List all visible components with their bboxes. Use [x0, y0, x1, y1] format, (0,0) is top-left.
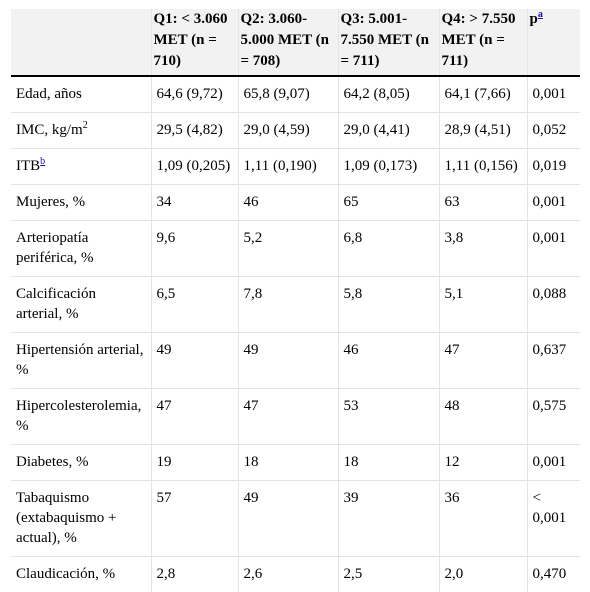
cell-q2: 47 [238, 389, 338, 445]
cell-p: 0,575 [527, 389, 580, 445]
cell-p: 0,088 [527, 277, 580, 333]
cell-q3: 1,09 (0,173) [338, 149, 439, 185]
cell-q2: 29,0 (4,59) [238, 113, 338, 149]
cell-q3: 64,2 (8,05) [338, 76, 439, 113]
header-row: Q1: < 3.060 MET (n = 710) Q2: 3.060-5.00… [11, 9, 580, 76]
table-row: Mujeres, % 34 46 65 63 0,001 [11, 185, 580, 221]
cell-q3: 46 [338, 333, 439, 389]
cell-q2: 7,8 [238, 277, 338, 333]
cell-q1: 2,8 [151, 557, 238, 592]
cell-q4: 3,8 [439, 221, 527, 277]
table-body: Edad, años 64,6 (9,72) 65,8 (9,07) 64,2 … [11, 76, 580, 592]
header-q2: Q2: 3.060-5.000 MET (n = 708) [238, 9, 338, 76]
cell-q4: 5,1 [439, 277, 527, 333]
data-table: Q1: < 3.060 MET (n = 710) Q2: 3.060-5.00… [11, 9, 580, 592]
cell-q4: 1,11 (0,156) [439, 149, 527, 185]
row-label: Hipertensión arterial, % [11, 333, 151, 389]
cell-p: 0,001 [527, 185, 580, 221]
footnote-a-link[interactable]: a [538, 9, 543, 20]
cell-q2: 1,11 (0,190) [238, 149, 338, 185]
table-row: ITBb 1,09 (0,205) 1,11 (0,190) 1,09 (0,1… [11, 149, 580, 185]
superscript: 2 [83, 120, 88, 131]
cell-q4: 48 [439, 389, 527, 445]
row-label: Tabaquismo (extabaquismo + actual), % [11, 481, 151, 557]
cell-q4: 36 [439, 481, 527, 557]
cell-q1: 19 [151, 445, 238, 481]
cell-p: 0,019 [527, 149, 580, 185]
table-row: Calcificación arterial, % 6,5 7,8 5,8 5,… [11, 277, 580, 333]
row-label: Diabetes, % [11, 445, 151, 481]
row-label-text: ITB [16, 158, 40, 174]
cell-p: 0,001 [527, 221, 580, 277]
cell-q3: 29,0 (4,41) [338, 113, 439, 149]
cell-q2: 18 [238, 445, 338, 481]
table-row: Hipercolesterolemia, % 47 47 53 48 0,575 [11, 389, 580, 445]
row-label-text: IMC, kg/m [16, 122, 83, 138]
row-label: Mujeres, % [11, 185, 151, 221]
cell-p: 0,637 [527, 333, 580, 389]
footnote-b-link[interactable]: b [40, 156, 45, 167]
cell-q2: 49 [238, 481, 338, 557]
data-table-container: Q1: < 3.060 MET (n = 710) Q2: 3.060-5.00… [11, 9, 580, 592]
table-row: IMC, kg/m2 29,5 (4,82) 29,0 (4,59) 29,0 … [11, 113, 580, 149]
cell-q3: 53 [338, 389, 439, 445]
row-label: Hipercolesterolemia, % [11, 389, 151, 445]
header-p: pa [527, 9, 580, 76]
cell-q4: 12 [439, 445, 527, 481]
cell-q2: 5,2 [238, 221, 338, 277]
row-label: Claudicación, % [11, 557, 151, 592]
table-row: Claudicación, % 2,8 2,6 2,5 2,0 0,470 [11, 557, 580, 592]
cell-q3: 2,5 [338, 557, 439, 592]
table-row: Diabetes, % 19 18 18 12 0,001 [11, 445, 580, 481]
cell-q1: 49 [151, 333, 238, 389]
cell-p: < 0,001 [527, 481, 580, 557]
cell-q2: 46 [238, 185, 338, 221]
row-label: ITBb [11, 149, 151, 185]
header-q3: Q3: 5.001-7.550 MET (n = 711) [338, 9, 439, 76]
cell-q4: 28,9 (4,51) [439, 113, 527, 149]
cell-p: 0,001 [527, 445, 580, 481]
row-label: IMC, kg/m2 [11, 113, 151, 149]
header-q1: Q1: < 3.060 MET (n = 710) [151, 9, 238, 76]
cell-q2: 49 [238, 333, 338, 389]
cell-q1: 34 [151, 185, 238, 221]
row-label: Calcificación arterial, % [11, 277, 151, 333]
row-label: Edad, años [11, 76, 151, 113]
cell-q1: 29,5 (4,82) [151, 113, 238, 149]
cell-q1: 64,6 (9,72) [151, 76, 238, 113]
cell-q3: 18 [338, 445, 439, 481]
table-row: Arteriopatía periférica, % 9,6 5,2 6,8 3… [11, 221, 580, 277]
cell-q2: 65,8 (9,07) [238, 76, 338, 113]
header-p-label: p [530, 11, 538, 27]
table-row: Tabaquismo (extabaquismo + actual), % 57… [11, 481, 580, 557]
cell-q1: 6,5 [151, 277, 238, 333]
cell-q4: 63 [439, 185, 527, 221]
cell-q3: 5,8 [338, 277, 439, 333]
header-empty [11, 9, 151, 76]
table-header: Q1: < 3.060 MET (n = 710) Q2: 3.060-5.00… [11, 9, 580, 76]
row-label: Arteriopatía periférica, % [11, 221, 151, 277]
cell-p: 0,001 [527, 76, 580, 113]
table-row: Hipertensión arterial, % 49 49 46 47 0,6… [11, 333, 580, 389]
cell-q1: 57 [151, 481, 238, 557]
cell-q4: 47 [439, 333, 527, 389]
cell-q3: 6,8 [338, 221, 439, 277]
cell-p: 0,470 [527, 557, 580, 592]
cell-p: 0,052 [527, 113, 580, 149]
table-row: Edad, años 64,6 (9,72) 65,8 (9,07) 64,2 … [11, 76, 580, 113]
cell-q1: 47 [151, 389, 238, 445]
cell-q4: 64,1 (7,66) [439, 76, 527, 113]
cell-q1: 9,6 [151, 221, 238, 277]
header-q4: Q4: > 7.550 MET (n = 711) [439, 9, 527, 76]
cell-q1: 1,09 (0,205) [151, 149, 238, 185]
cell-q3: 65 [338, 185, 439, 221]
cell-q2: 2,6 [238, 557, 338, 592]
cell-q4: 2,0 [439, 557, 527, 592]
cell-q3: 39 [338, 481, 439, 557]
